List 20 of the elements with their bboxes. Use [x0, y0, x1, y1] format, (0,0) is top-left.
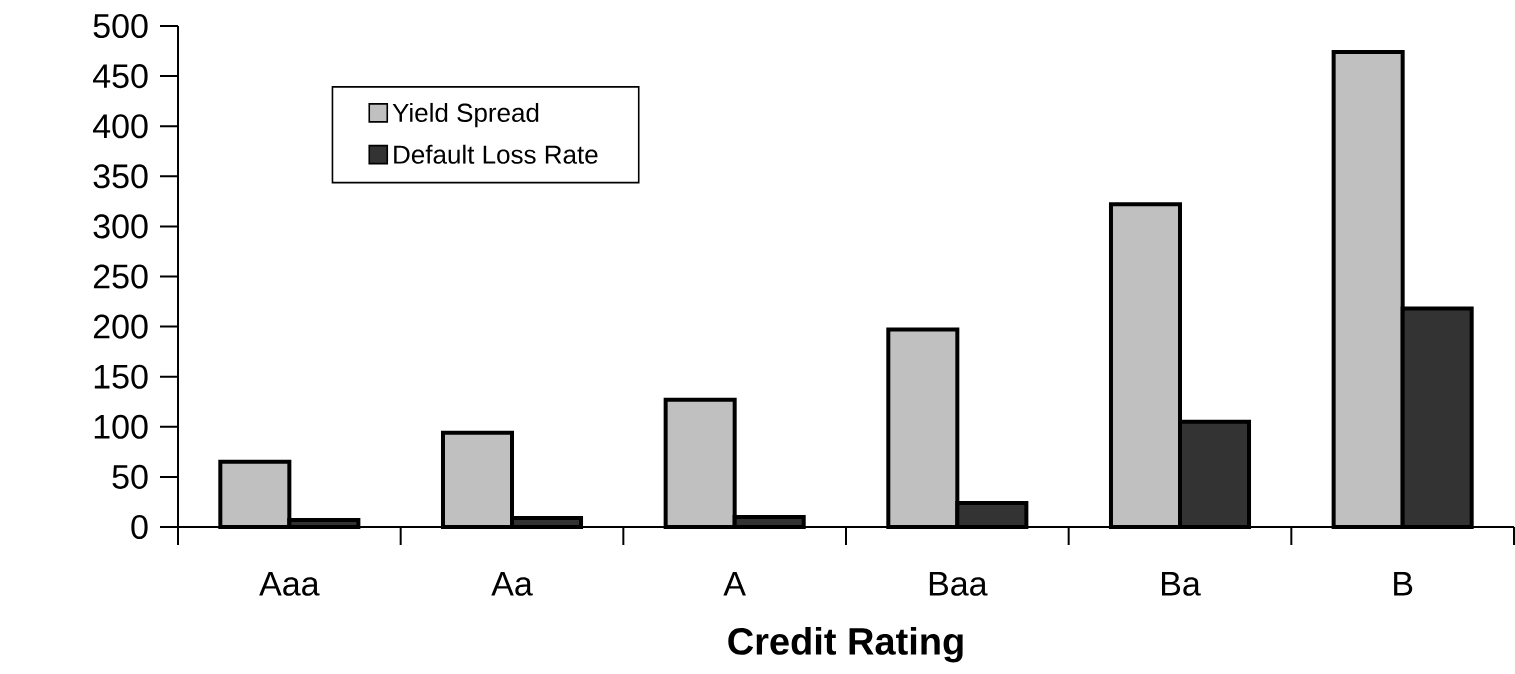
x-tick-label: Ba: [1162, 572, 1201, 596]
y-tick-label: 400: [93, 114, 148, 139]
y-tick-label: 450: [93, 64, 148, 89]
x-axis-title: Credit Rating: [728, 626, 963, 663]
x-tick-label: Baa: [929, 572, 988, 596]
y-tick-label: 350: [93, 164, 148, 189]
x-tick-label: Aaa: [259, 572, 320, 596]
legend-label: Default Loss Rate: [394, 144, 598, 164]
x-tick-label: B: [1394, 572, 1413, 596]
y-tick-label: 500: [93, 13, 148, 39]
y-tick-label: 250: [93, 264, 148, 289]
y-tick-label: 200: [93, 314, 148, 339]
y-tick-label: 150: [94, 364, 148, 389]
x-tick-label: Aa: [491, 572, 533, 596]
legend-label: Yield Spread: [392, 102, 539, 128]
y-tick-label: 0: [131, 514, 148, 540]
x-tick-label: A: [723, 572, 746, 596]
y-tick-label: 300: [93, 214, 148, 239]
y-tick-label: 100: [94, 414, 148, 439]
y-tick-label: 50: [112, 464, 148, 489]
